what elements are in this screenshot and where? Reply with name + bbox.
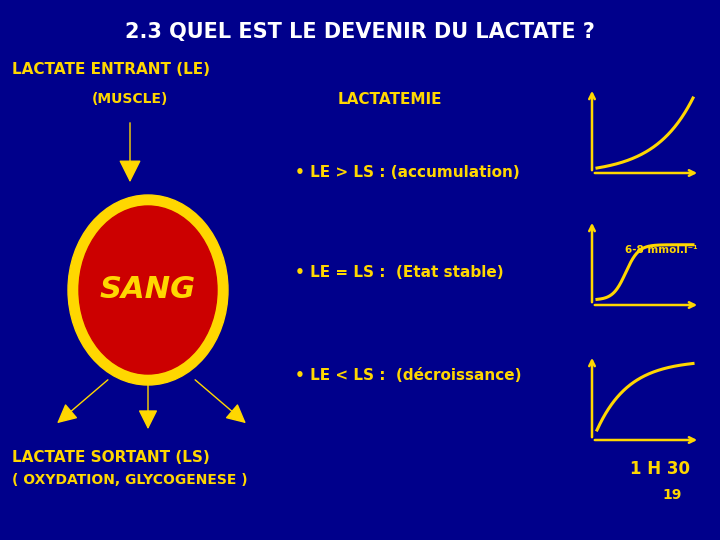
- Text: SANG: SANG: [100, 275, 196, 305]
- Ellipse shape: [79, 206, 217, 374]
- Text: (MUSCLE): (MUSCLE): [92, 92, 168, 106]
- Text: 19: 19: [662, 488, 682, 502]
- Ellipse shape: [68, 195, 228, 385]
- Text: ( OXYDATION, GLYCOGENESE ): ( OXYDATION, GLYCOGENESE ): [12, 473, 248, 487]
- Text: LACTATE SORTANT (LS): LACTATE SORTANT (LS): [12, 450, 210, 465]
- Text: 1 H 30: 1 H 30: [630, 460, 690, 478]
- Text: • LE = LS :  (Etat stable): • LE = LS : (Etat stable): [295, 265, 503, 280]
- Text: 6-8 mmol.l⁻¹: 6-8 mmol.l⁻¹: [626, 245, 698, 255]
- Text: • LE < LS :  (décroissance): • LE < LS : (décroissance): [295, 368, 521, 383]
- Text: • LE > LS : (accumulation): • LE > LS : (accumulation): [295, 165, 520, 180]
- Text: 2.3 QUEL EST LE DEVENIR DU LACTATE ?: 2.3 QUEL EST LE DEVENIR DU LACTATE ?: [125, 22, 595, 42]
- Text: LACTATE ENTRANT (LE): LACTATE ENTRANT (LE): [12, 62, 210, 77]
- Text: LACTATEMIE: LACTATEMIE: [338, 92, 442, 107]
